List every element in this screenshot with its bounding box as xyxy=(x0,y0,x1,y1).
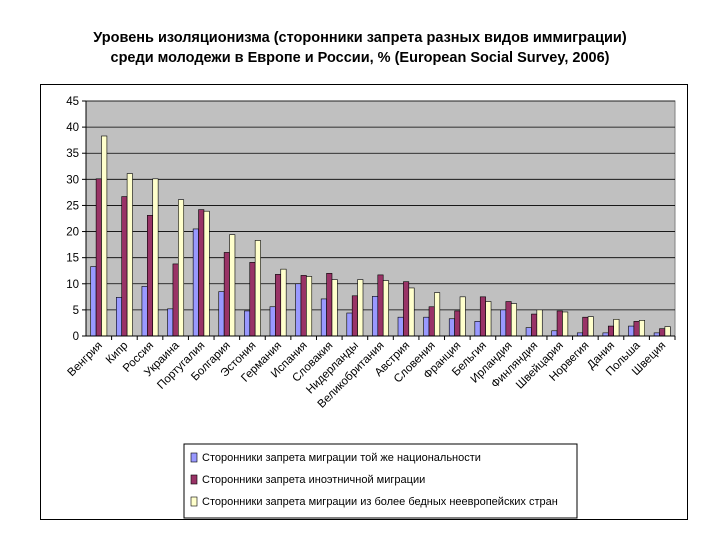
category-label: Венгрия xyxy=(66,340,105,379)
bar-3 xyxy=(587,316,594,337)
bars xyxy=(90,135,671,337)
bar-1 xyxy=(244,310,251,337)
bar-1 xyxy=(167,308,174,337)
y-tick-label: 25 xyxy=(66,200,79,212)
bar-2 xyxy=(531,313,538,337)
chart-frame: 0 5 10 15 20 25 30 35 40 45 Венгрия Кипр Россия Укра… xyxy=(40,84,688,520)
y-tick-label: 30 xyxy=(66,174,79,186)
bar-2 xyxy=(659,328,666,337)
legend-swatch-1 xyxy=(190,452,198,463)
bar-1 xyxy=(551,330,558,337)
chart-title-line-2: среди молодежи в Европе и России, % (Eur… xyxy=(110,50,610,66)
bar-3 xyxy=(101,135,108,337)
bar-3 xyxy=(613,318,620,337)
bar-3 xyxy=(485,301,492,337)
bar-1 xyxy=(116,297,123,337)
legend-swatch-2 xyxy=(190,474,198,485)
chart-title: Уровень изоляционизма (сторонники запрет… xyxy=(0,28,720,68)
bar-3 xyxy=(562,311,569,337)
bar-2 xyxy=(428,306,435,337)
y-tick-label: 20 xyxy=(66,227,79,239)
bar-2 xyxy=(172,263,179,337)
y-tick-label: 45 xyxy=(66,96,79,108)
bar-2 xyxy=(556,310,563,337)
bar-3 xyxy=(126,173,133,337)
bar-3 xyxy=(638,320,645,337)
gridlines xyxy=(86,100,675,311)
bar-3 xyxy=(280,268,287,337)
bar-3 xyxy=(357,279,364,337)
bar-3 xyxy=(434,292,441,337)
bar-1 xyxy=(269,306,276,337)
bar-3 xyxy=(510,303,517,337)
bar-2 xyxy=(198,209,205,337)
legend-entry-1: Сторонники запрета миграции той же нацио… xyxy=(202,452,481,464)
bar-3 xyxy=(536,309,543,337)
bar-3 xyxy=(382,280,389,337)
bar-2 xyxy=(351,295,358,337)
bar-3 xyxy=(203,210,210,337)
bar-1 xyxy=(525,327,532,337)
bar-1 xyxy=(397,316,404,337)
chart-title-line-1: Уровень изоляционизма (сторонники запрет… xyxy=(93,30,627,46)
bar-3 xyxy=(408,287,415,337)
bar-1 xyxy=(500,309,507,337)
y-tick-label: 15 xyxy=(66,253,79,265)
y-tick-labels: 0 5 10 15 20 25 30 35 40 45 xyxy=(66,96,79,343)
bar-2 xyxy=(275,274,282,337)
y-tick-label: 10 xyxy=(66,279,79,291)
bar-2 xyxy=(121,196,128,337)
bar-2 xyxy=(147,215,154,337)
bar-1 xyxy=(192,228,199,337)
bar-2 xyxy=(607,325,614,337)
bar-1 xyxy=(320,298,327,337)
bar-2 xyxy=(582,316,589,337)
bar-2 xyxy=(300,275,307,337)
legend: Сторонники запрета миграции той же нацио… xyxy=(183,443,578,519)
bar-1 xyxy=(628,325,635,337)
bar-3 xyxy=(152,178,159,337)
bar-1 xyxy=(141,286,148,337)
bar-3 xyxy=(664,326,671,337)
bar-2 xyxy=(95,178,102,337)
bar-2 xyxy=(403,281,410,337)
bar-2 xyxy=(326,273,333,337)
bar-1 xyxy=(448,318,455,337)
y-tick-label: 35 xyxy=(66,148,79,160)
bar-3 xyxy=(254,240,261,337)
legend-entry-3: Сторонники запрета миграции из более бед… xyxy=(202,496,558,508)
bar-1 xyxy=(90,266,97,337)
bar-1 xyxy=(346,312,353,337)
y-tick-label: 40 xyxy=(66,122,79,134)
bar-1 xyxy=(295,283,302,337)
bar-1 xyxy=(423,316,430,337)
bar-chart: 0 5 10 15 20 25 30 35 40 45 ВенгрияКипрРоссияУкра… xyxy=(66,96,676,519)
bar-1 xyxy=(218,291,225,337)
y-tick-label: 0 xyxy=(73,331,79,343)
bar-3 xyxy=(331,279,338,337)
bar-3 xyxy=(178,199,185,337)
bar-2 xyxy=(377,274,384,337)
bar-1 xyxy=(372,296,379,337)
bar-2 xyxy=(633,321,640,337)
legend-swatch-3 xyxy=(190,496,198,507)
axes xyxy=(82,100,676,340)
bar-3 xyxy=(459,296,466,337)
bar-3 xyxy=(229,234,236,337)
bar-2 xyxy=(479,296,486,337)
bar-2 xyxy=(454,310,461,337)
bar-2 xyxy=(223,252,230,337)
bar-2 xyxy=(249,262,256,337)
legend-box xyxy=(183,443,578,519)
bar-1 xyxy=(474,321,481,337)
legend-entry-2: Сторонники запрета иноэтничной миграции xyxy=(202,474,425,486)
category-labels: ВенгрияКипрРоссияУкраинаПортугалияБолгар… xyxy=(66,339,669,410)
bar-3 xyxy=(306,276,313,337)
bar-2 xyxy=(505,301,512,337)
y-tick-label: 5 xyxy=(73,305,79,317)
